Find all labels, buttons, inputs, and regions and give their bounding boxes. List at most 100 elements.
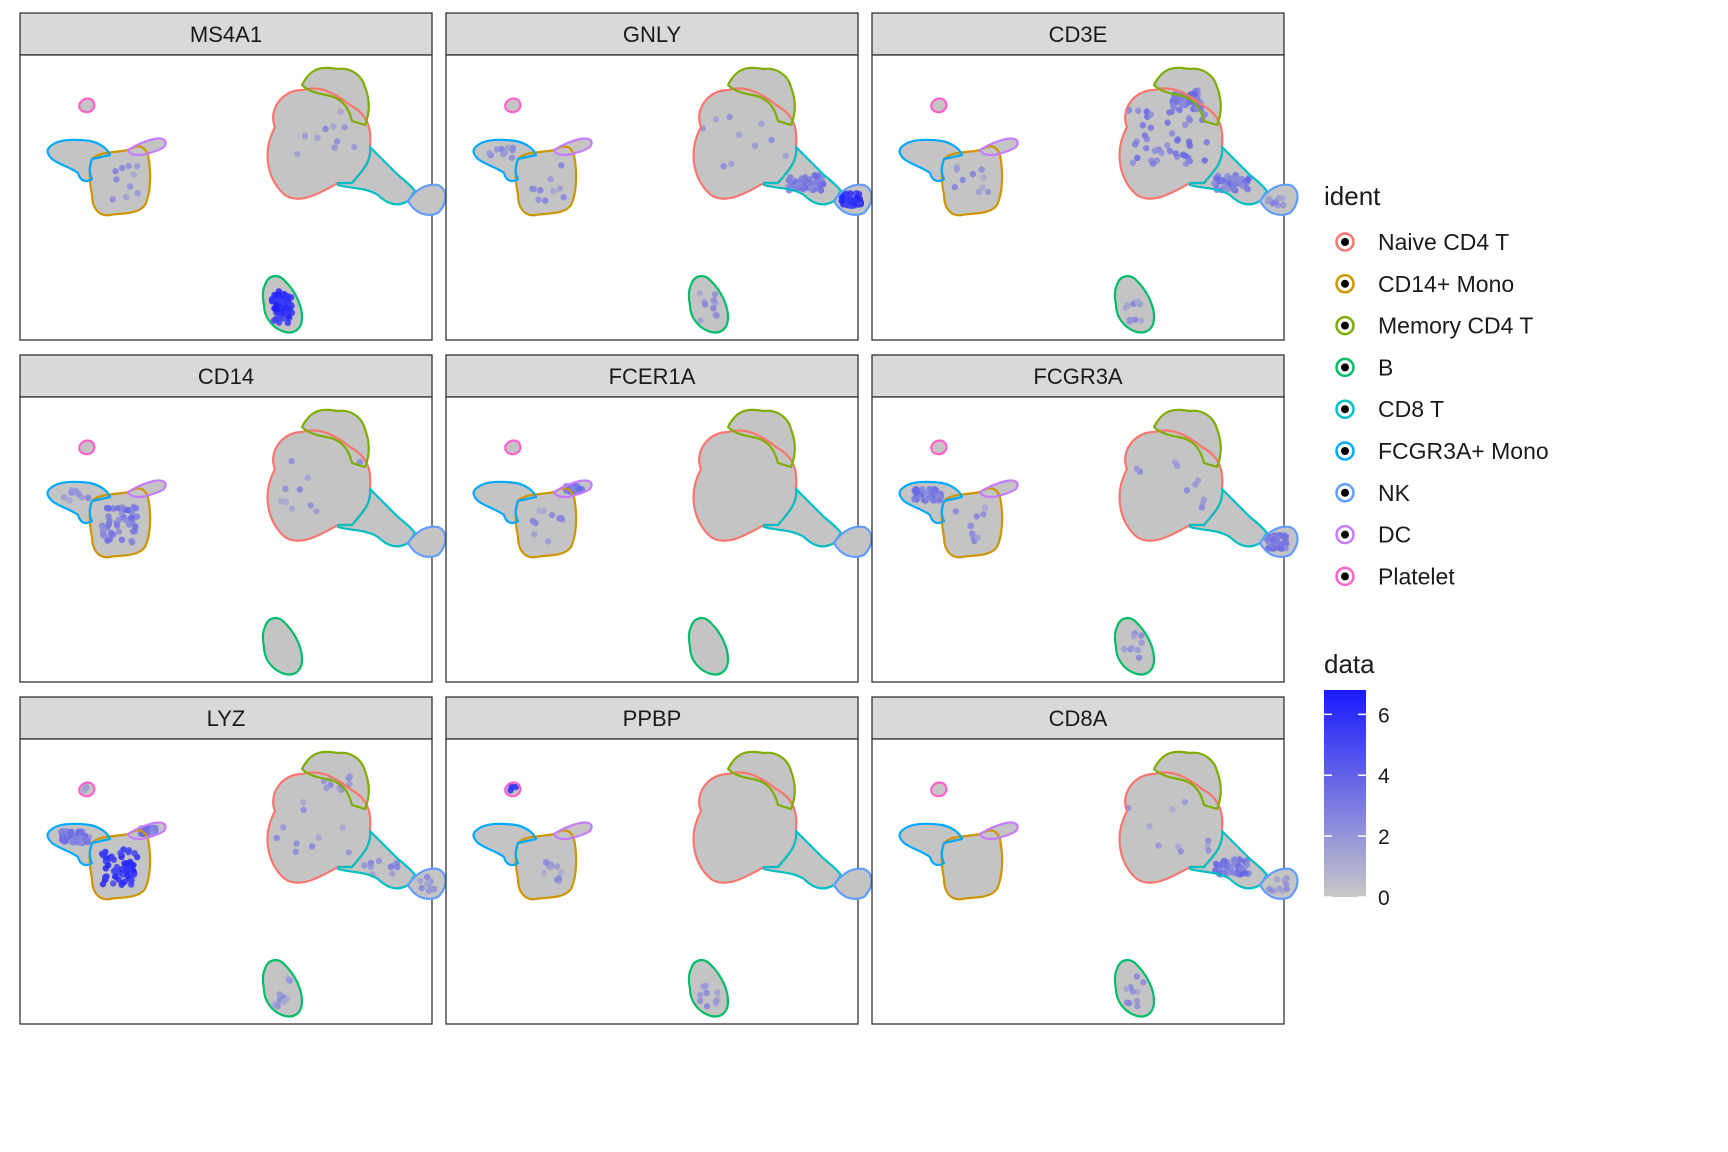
facet-panel-fcer1a: FCER1A — [445, 354, 873, 683]
cluster-outline-naive-cd4-t — [692, 771, 798, 884]
expression-point — [1275, 195, 1282, 202]
expression-point — [1274, 876, 1281, 883]
cluster-outline-fcgr3a-mono — [472, 822, 538, 867]
expression-point — [697, 317, 704, 324]
cluster-fill-nk — [408, 184, 446, 215]
expression-point — [288, 505, 296, 512]
expression-point — [416, 877, 424, 884]
expression-point — [1269, 536, 1277, 543]
expression-point — [951, 183, 958, 191]
cluster-fill-cd8-t — [338, 489, 415, 547]
expression-point — [1183, 487, 1191, 494]
cluster-fill-fcgr3a-mono — [47, 481, 110, 523]
expression-point — [102, 854, 110, 862]
cluster-outline-fcgr3a-mono — [472, 138, 538, 183]
expression-point — [969, 530, 976, 537]
expression-point — [535, 196, 542, 203]
expression-point — [978, 166, 985, 173]
expression-point — [129, 539, 136, 546]
expression-point — [1228, 863, 1235, 870]
cluster-outline-nk — [1258, 867, 1299, 900]
expression-point — [1134, 988, 1141, 995]
facet-strip — [445, 12, 859, 56]
expression-point — [1134, 1002, 1141, 1010]
expression-point — [130, 171, 138, 178]
expression-point — [974, 534, 981, 541]
cluster-fill-fcgr3a-mono — [473, 823, 536, 865]
expression-point — [286, 977, 294, 984]
expression-point — [981, 504, 989, 511]
cluster-outline-dc — [552, 479, 593, 499]
legend-key-dot — [1341, 279, 1349, 288]
colorbar-tick-label: 4 — [1378, 765, 1390, 788]
expression-point — [1138, 639, 1145, 646]
expression-point — [361, 862, 368, 869]
expression-point — [509, 144, 517, 151]
expression-point — [323, 784, 330, 792]
cluster-fill-memory-cd4-t — [1154, 751, 1221, 809]
plot-area — [871, 54, 1299, 341]
legend-key-dot — [1341, 363, 1349, 372]
expression-point — [128, 514, 135, 521]
cluster-fill-cd14-mono — [89, 146, 151, 216]
expression-point — [282, 485, 289, 492]
cluster-outline-b — [1113, 617, 1156, 676]
cluster-outlines — [46, 66, 447, 334]
cluster-outlines — [898, 66, 1299, 334]
expression-point — [99, 880, 107, 888]
expression-point — [720, 163, 727, 170]
cluster-outline-platelet — [78, 781, 96, 798]
expression-point — [486, 150, 493, 157]
panel-border — [19, 54, 433, 341]
expression-point — [128, 519, 136, 526]
expression-point — [346, 780, 353, 788]
expression-point — [273, 306, 281, 313]
legend-key-dot — [1341, 488, 1349, 497]
expression-points — [58, 773, 438, 1010]
expression-point — [339, 824, 346, 831]
cluster-outline-nk — [1258, 525, 1299, 558]
expression-point — [712, 998, 720, 1005]
cluster-fill-platelet — [79, 98, 95, 113]
expression-points — [109, 108, 358, 327]
expression-point — [304, 474, 311, 481]
expression-point — [547, 864, 554, 871]
expression-point — [83, 784, 90, 791]
expression-point — [1230, 185, 1237, 192]
expression-point — [78, 839, 85, 846]
expression-point — [1135, 654, 1143, 661]
expression-point — [322, 125, 329, 132]
expression-point — [109, 196, 116, 203]
expression-point — [1133, 973, 1141, 980]
legend-key-dot — [1341, 530, 1349, 539]
expression-point — [569, 484, 576, 491]
facet-panel-fcgr3a: FCGR3A — [871, 354, 1299, 683]
expression-point — [554, 863, 561, 870]
cluster-outline-memory-cd4-t — [1152, 750, 1222, 811]
expression-point — [1205, 847, 1212, 854]
cluster-fill-naive-cd4-t — [1119, 772, 1223, 883]
expression-point — [507, 787, 514, 794]
cluster-fill-memory-cd4-t — [728, 67, 795, 125]
expression-point — [315, 834, 322, 841]
legend-label: Naive CD4 T — [1378, 229, 1509, 255]
expression-point — [560, 194, 567, 201]
expression-points — [486, 113, 864, 324]
expression-point — [703, 989, 710, 996]
cluster-fill-fcgr3a-mono — [899, 139, 962, 181]
legend-label: CD14+ Mono — [1378, 271, 1514, 297]
expression-point — [1134, 154, 1141, 162]
expression-point — [367, 863, 374, 871]
cluster-outline-platelet — [504, 97, 522, 114]
cluster-fill-naive-cd4-t — [267, 772, 371, 883]
expression-point — [758, 120, 765, 127]
cluster-fill-naive-cd4-t — [267, 88, 371, 199]
expression-point — [1179, 151, 1187, 158]
expression-point — [307, 502, 314, 509]
cluster-outline-dc — [552, 137, 593, 157]
expression-point — [751, 142, 759, 149]
expression-point — [1166, 147, 1174, 155]
expression-point — [494, 146, 501, 153]
facet-title: CD3E — [1049, 22, 1108, 47]
cluster-outlines — [898, 750, 1299, 1018]
